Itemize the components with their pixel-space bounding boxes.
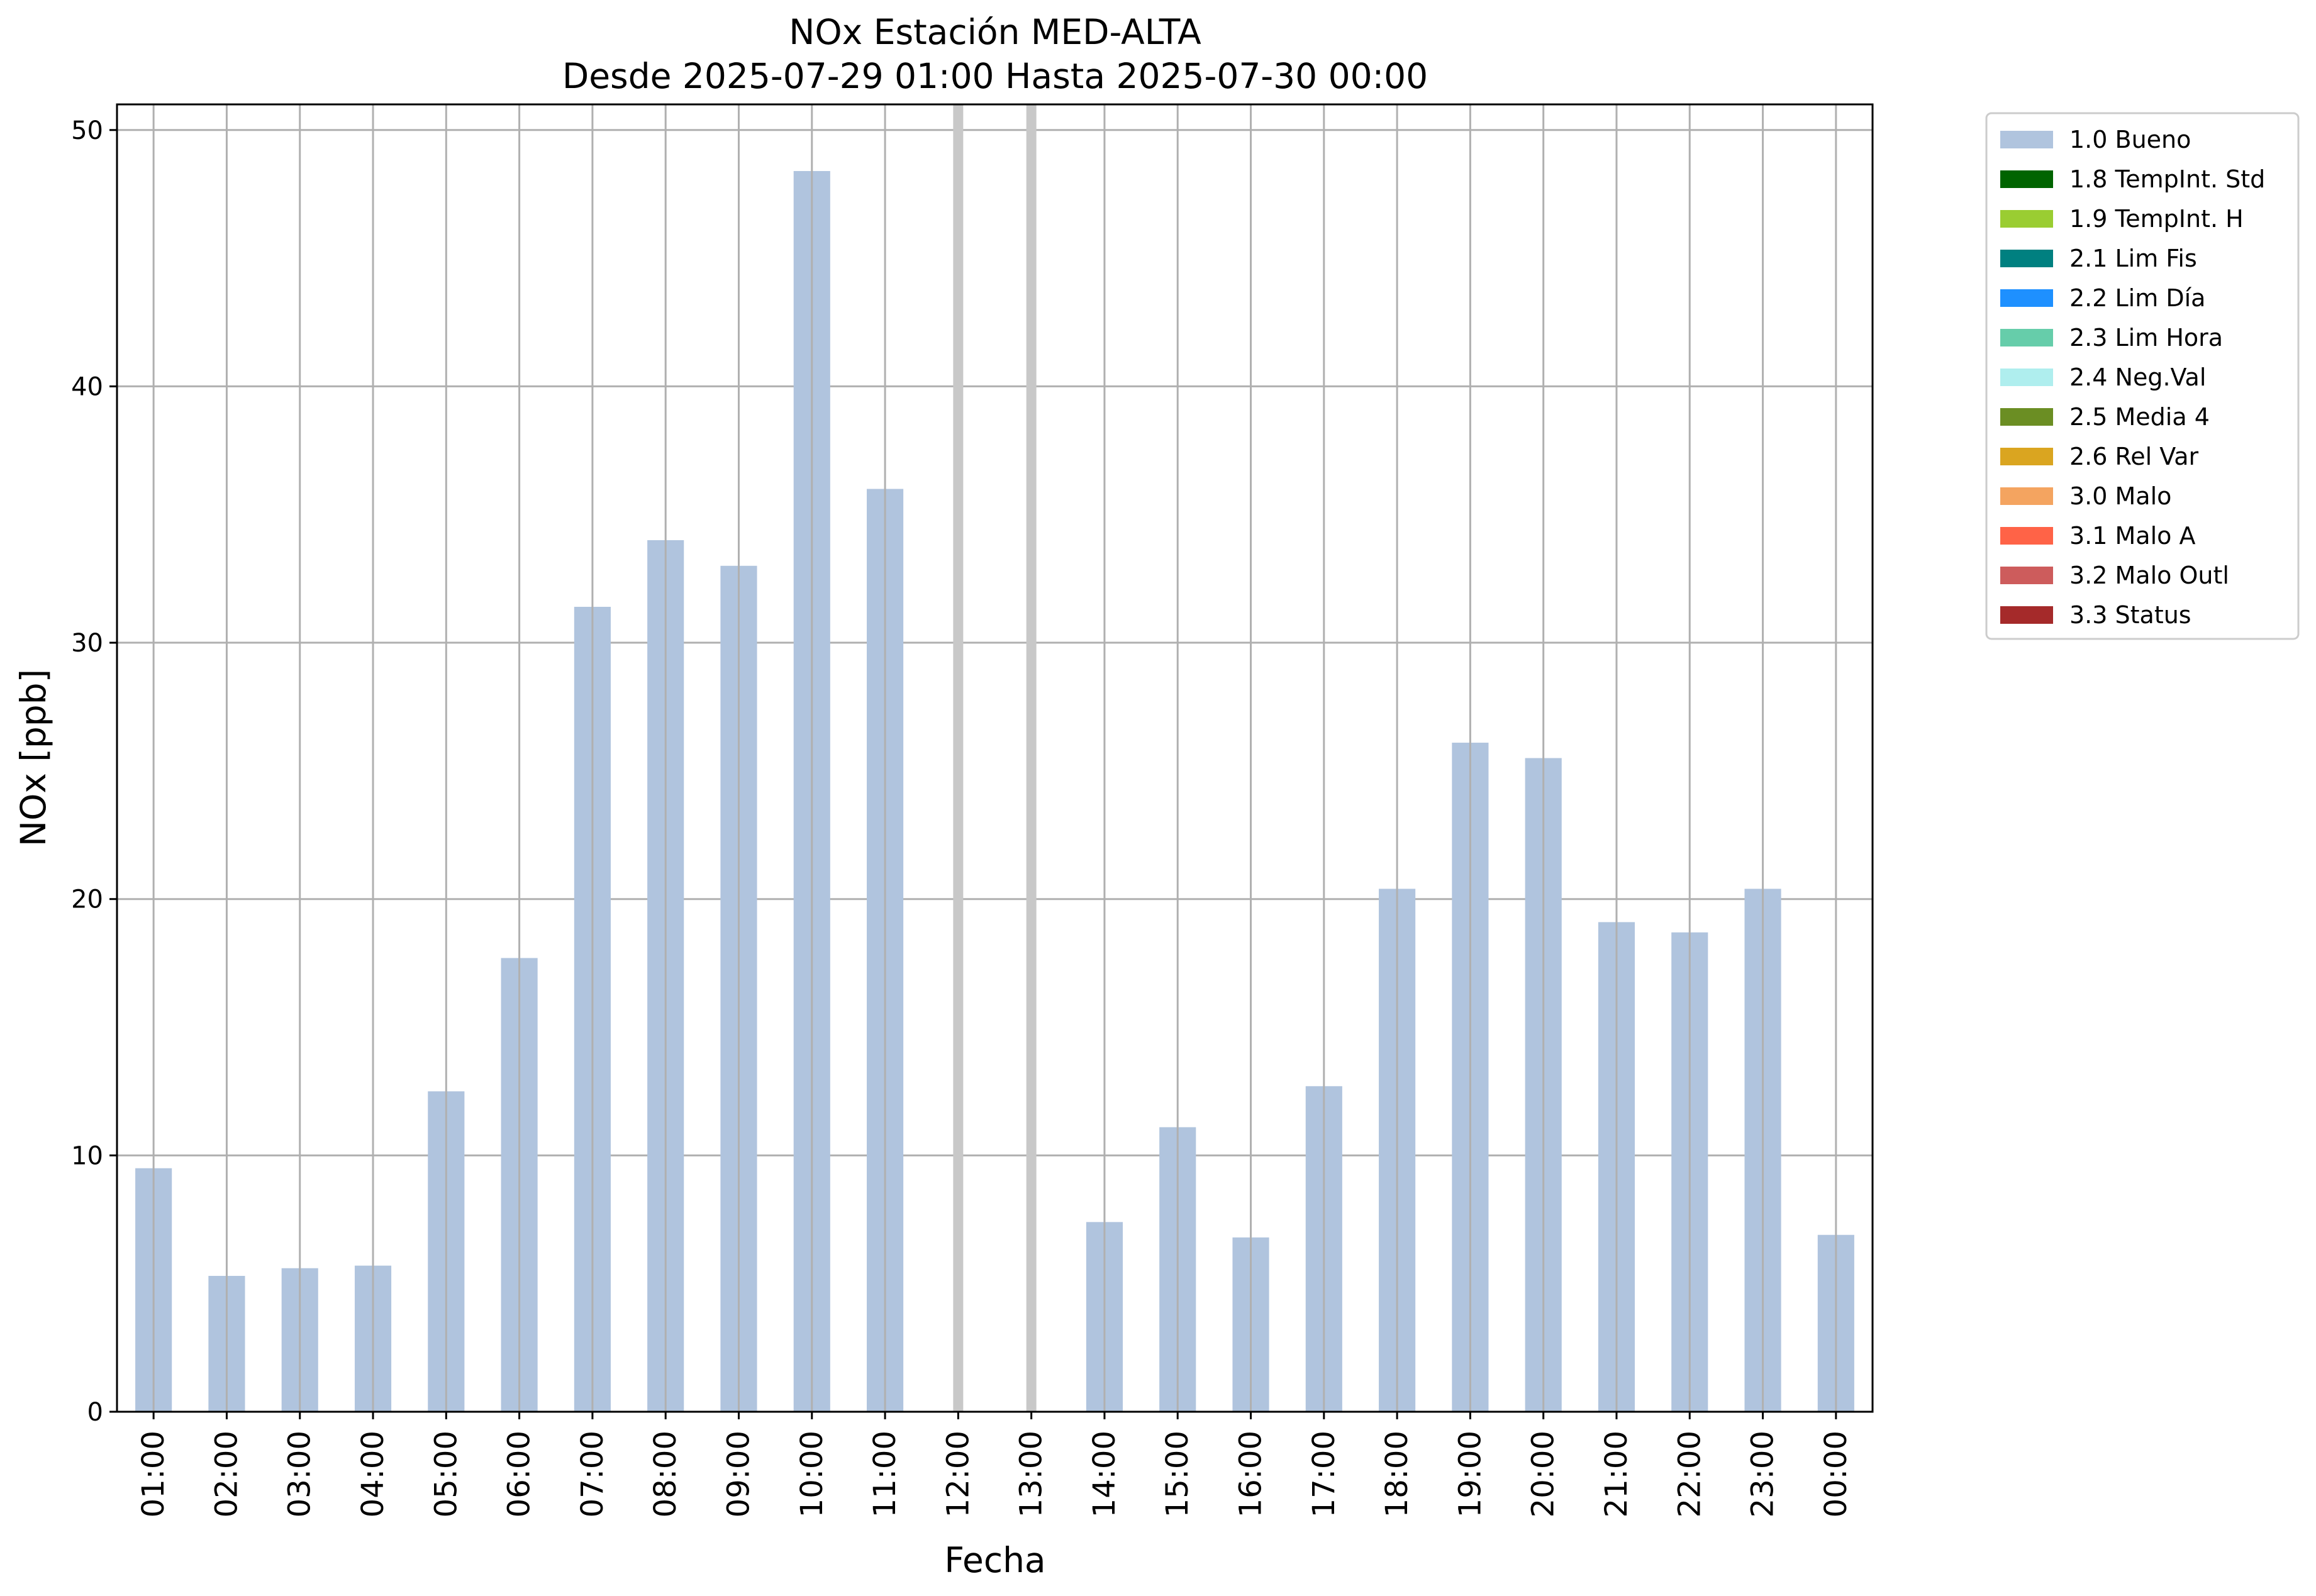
x-tick-label: 10:00 <box>794 1431 830 1517</box>
legend-label: 2.1 Lim Fis <box>2069 245 2197 272</box>
legend-label: 3.2 Malo Outl <box>2069 562 2229 589</box>
y-tick-label: 20 <box>71 885 103 914</box>
legend: 1.0 Bueno 1.8 TempInt. Std 1.9 TempInt. H 2… <box>1985 112 2300 640</box>
y-tick-label: 0 <box>87 1398 103 1427</box>
x-axis-ticks: 01:00 02:00 03:00 04:00 05:00 06:00 07:00 08:00… <box>136 1412 1854 1517</box>
y-tick-label: 10 <box>71 1141 103 1170</box>
legend-swatch <box>2000 210 2053 228</box>
x-tick-label: 11:00 <box>867 1431 903 1517</box>
x-tick-label: 12:00 <box>940 1431 976 1517</box>
x-tick-label: 09:00 <box>721 1431 756 1517</box>
legend-label: 3.1 Malo A <box>2069 522 2195 550</box>
legend-label: 2.4 Neg.Val <box>2069 363 2206 391</box>
x-axis-label: Fecha <box>944 1540 1045 1580</box>
x-tick-label: 20:00 <box>1526 1431 1561 1517</box>
legend-label: 2.3 Lim Hora <box>2069 324 2223 352</box>
x-tick-label: 01:00 <box>136 1431 171 1517</box>
legend-swatch <box>2000 527 2053 545</box>
chart-title: NOx Estación MED-ALTA <box>789 12 1201 52</box>
x-tick-label: 02:00 <box>209 1431 244 1517</box>
x-tick-label: 16:00 <box>1233 1431 1269 1517</box>
x-tick-label: 17:00 <box>1306 1431 1342 1517</box>
x-tick-label: 08:00 <box>648 1431 683 1517</box>
legend-label: 2.6 Rel Var <box>2069 443 2199 470</box>
legend-swatch <box>2000 131 2053 148</box>
x-tick-label: 13:00 <box>1014 1431 1049 1517</box>
legend-label: 3.0 Malo <box>2069 482 2171 510</box>
x-tick-label: 04:00 <box>355 1431 391 1517</box>
legend-swatch <box>2000 329 2053 346</box>
missing-data-marker <box>953 104 964 1412</box>
legend-label: 2.2 Lim Día <box>2069 284 2205 312</box>
chart-subtitle: Desde 2025-07-29 01:00 Hasta 2025-07-30 … <box>562 56 1428 96</box>
legend-label: 3.3 Status <box>2069 601 2191 629</box>
x-tick-label: 00:00 <box>1818 1431 1854 1517</box>
plot-frame <box>116 103 1874 1413</box>
legend-swatch <box>2000 606 2053 624</box>
bars <box>135 170 1854 1412</box>
legend-swatch <box>2000 369 2053 386</box>
y-axis-label: NOx [ppb] <box>13 669 53 846</box>
legend-swatch <box>2000 448 2053 465</box>
x-tick-label: 22:00 <box>1672 1431 1707 1517</box>
x-tick-label: 23:00 <box>1745 1431 1781 1517</box>
missing-data-marker <box>1026 104 1037 1412</box>
legend-label: 1.8 TempInt. Std <box>2069 165 2265 193</box>
y-tick-label: 50 <box>71 116 103 145</box>
x-tick-label: 18:00 <box>1379 1431 1415 1517</box>
y-tick-label: 30 <box>71 629 103 658</box>
x-tick-label: 05:00 <box>428 1431 464 1517</box>
legend-swatch <box>2000 487 2053 505</box>
x-tick-label: 14:00 <box>1087 1431 1122 1517</box>
x-tick-label: 03:00 <box>282 1431 318 1517</box>
legend-swatch <box>2000 567 2053 584</box>
legend-label: 2.5 Media 4 <box>2069 403 2210 431</box>
legend-swatch <box>2000 170 2053 188</box>
missing-data-markers <box>953 104 1037 1412</box>
legend-frame <box>1985 112 2300 640</box>
y-tick-label: 40 <box>71 372 103 401</box>
x-tick-label: 19:00 <box>1452 1431 1488 1517</box>
legend-swatch <box>2000 250 2053 267</box>
x-tick-label: 21:00 <box>1599 1431 1634 1517</box>
legend-label: 1.0 Bueno <box>2069 126 2191 153</box>
x-tick-label: 07:00 <box>575 1431 610 1517</box>
legend-label: 1.9 TempInt. H <box>2069 205 2244 233</box>
x-tick-label: 15:00 <box>1160 1431 1195 1517</box>
y-axis-ticks: 0 10 20 30 40 50 <box>71 116 117 1427</box>
legend-swatch <box>2000 408 2053 426</box>
legend-swatch <box>2000 289 2053 307</box>
x-tick-label: 06:00 <box>502 1431 537 1517</box>
